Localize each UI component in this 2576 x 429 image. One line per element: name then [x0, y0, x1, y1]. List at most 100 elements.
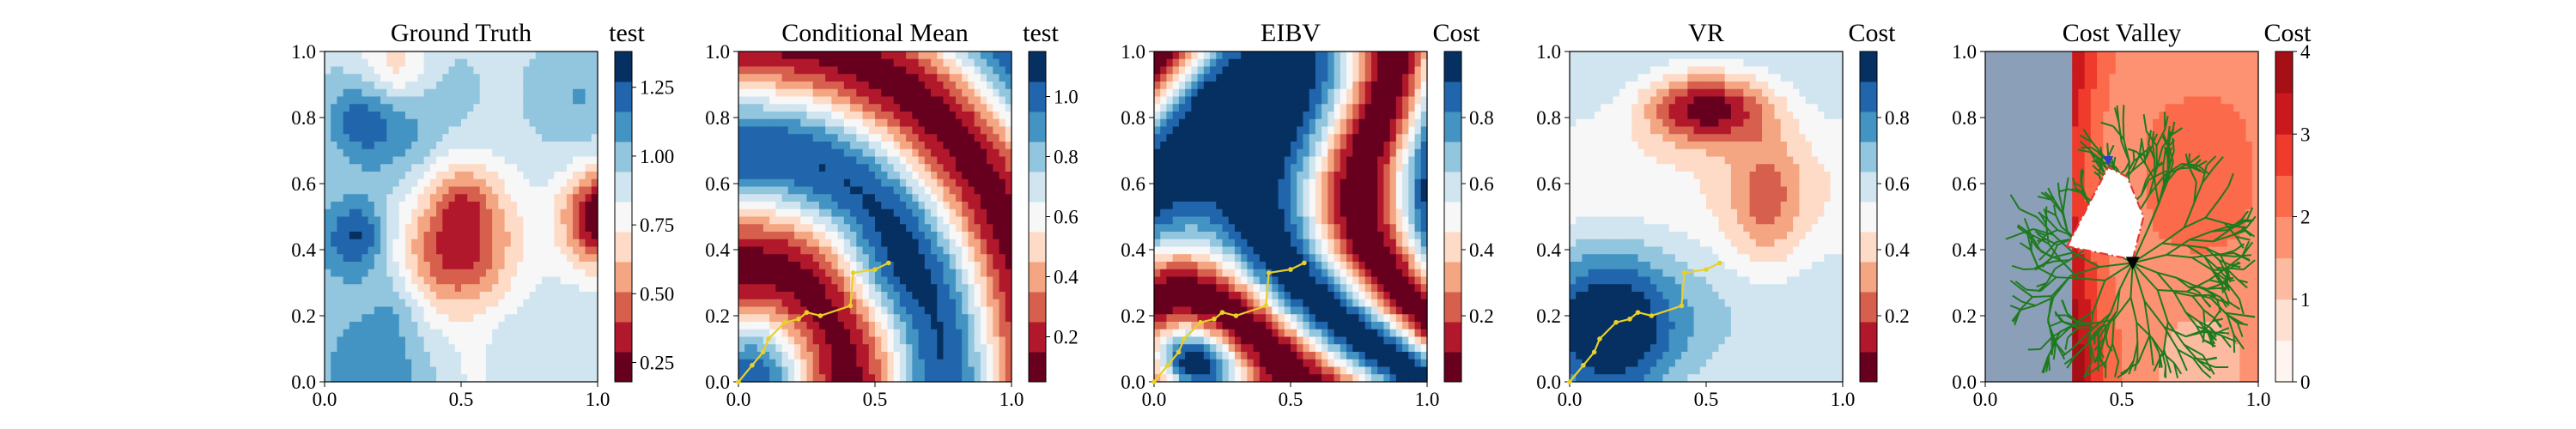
heatmap-cell	[1216, 172, 1224, 180]
heatmap-cell	[331, 156, 338, 165]
heatmap-cell	[504, 118, 512, 128]
heatmap-cell	[893, 322, 901, 330]
heatmap-cell	[850, 262, 857, 270]
heatmap-cell	[987, 269, 993, 278]
heatmap-cell	[510, 336, 518, 345]
heatmap-cell	[473, 112, 481, 120]
heatmap-cell	[756, 156, 764, 165]
heatmap-cell	[868, 314, 876, 323]
heatmap-cell	[560, 336, 568, 345]
heatmap-cell	[1005, 276, 1012, 285]
heatmap-cell	[560, 224, 568, 233]
heatmap-cell	[962, 374, 969, 383]
heatmap-cell	[1005, 142, 1012, 150]
heatmap-cell	[343, 126, 350, 135]
heatmap-cell	[1154, 112, 1161, 120]
heatmap-cell	[1346, 216, 1353, 225]
heatmap-cell	[398, 284, 406, 293]
heatmap-cell	[787, 276, 795, 285]
heatmap-cell	[955, 224, 963, 233]
heatmap-cell	[931, 284, 938, 293]
heatmap-cell	[573, 262, 580, 270]
heatmap-cell	[1364, 104, 1372, 112]
heatmap-cell	[993, 172, 1000, 180]
heatmap-cell	[1185, 88, 1192, 98]
heatmap-cell	[417, 104, 425, 112]
heatmap-cell	[1408, 148, 1416, 158]
heatmap-cell	[510, 352, 518, 360]
colorbar-band	[615, 292, 632, 323]
heatmap-cell	[331, 276, 338, 285]
heatmap-cell	[1297, 208, 1304, 218]
heatmap-cell	[1327, 172, 1335, 180]
heatmap-cell	[912, 104, 920, 112]
heatmap-cell	[837, 172, 845, 180]
heatmap-cell	[856, 336, 864, 345]
heatmap-cell	[806, 51, 814, 60]
heatmap-cell	[1160, 172, 1168, 180]
heatmap-cell	[750, 366, 758, 375]
heatmap-cell	[1334, 74, 1341, 82]
x-tick-label: 0.0	[726, 389, 751, 410]
heatmap-grid	[325, 51, 598, 383]
heatmap-cell	[1253, 142, 1261, 150]
heatmap-cell	[1358, 148, 1366, 158]
heatmap-cell	[404, 269, 412, 278]
heatmap-cell	[1222, 208, 1230, 218]
heatmap-cell	[825, 232, 833, 240]
heatmap-cell	[1191, 82, 1199, 90]
heatmap-cell	[1272, 164, 1279, 172]
heatmap-cell	[573, 186, 580, 195]
heatmap-cell	[374, 374, 381, 383]
heatmap-cell	[812, 359, 820, 368]
heatmap-cell	[850, 186, 857, 195]
heatmap-cell	[856, 292, 864, 300]
heatmap-cell	[349, 142, 356, 150]
heatmap-cell	[912, 232, 920, 240]
heatmap-cell	[423, 314, 431, 323]
heatmap-cell	[337, 366, 344, 375]
heatmap-cell	[535, 284, 543, 293]
heatmap-cell	[962, 208, 969, 218]
heatmap-cell	[924, 118, 932, 128]
heatmap-cell	[775, 74, 783, 82]
heatmap-cell	[949, 118, 957, 128]
heatmap-cell	[1340, 186, 1347, 195]
heatmap-cell	[498, 224, 506, 233]
heatmap-cell	[924, 336, 932, 345]
heatmap-cell	[492, 142, 499, 150]
heatmap-cell	[361, 352, 369, 360]
heatmap-cell	[1383, 186, 1391, 195]
heatmap-cell	[368, 194, 375, 202]
heatmap-cell	[1389, 104, 1397, 112]
heatmap-cell	[931, 239, 938, 248]
heatmap-cell	[535, 118, 543, 128]
heatmap-cell	[1420, 134, 1428, 142]
heatmap-cell	[1315, 142, 1322, 150]
heatmap-cell	[473, 156, 481, 165]
heatmap-cell	[738, 269, 745, 278]
heatmap-cell	[1297, 82, 1304, 90]
heatmap-cell	[448, 224, 456, 233]
heatmap-cell	[980, 88, 987, 98]
heatmap-cell	[423, 118, 431, 128]
heatmap-cell	[1321, 194, 1328, 202]
heatmap-cell	[498, 344, 506, 353]
heatmap-cell	[1315, 88, 1322, 98]
heatmap-cell	[837, 276, 845, 285]
heatmap-cell	[937, 208, 945, 218]
heatmap-cell	[541, 156, 549, 165]
heatmap-cell	[1234, 172, 1242, 180]
heatmap-cell	[1241, 96, 1249, 105]
heatmap-cell	[485, 224, 493, 233]
heatmap-cell	[554, 374, 562, 383]
heatmap-cell	[404, 104, 412, 112]
heatmap-cell	[429, 134, 437, 142]
heatmap-cell	[1154, 216, 1161, 225]
heatmap-cell	[1185, 224, 1192, 233]
heatmap-cell	[591, 58, 598, 68]
heatmap-cell	[325, 172, 331, 180]
heatmap-cell	[738, 88, 745, 98]
heatmap-cell	[479, 156, 487, 165]
heatmap-cell	[856, 142, 864, 150]
